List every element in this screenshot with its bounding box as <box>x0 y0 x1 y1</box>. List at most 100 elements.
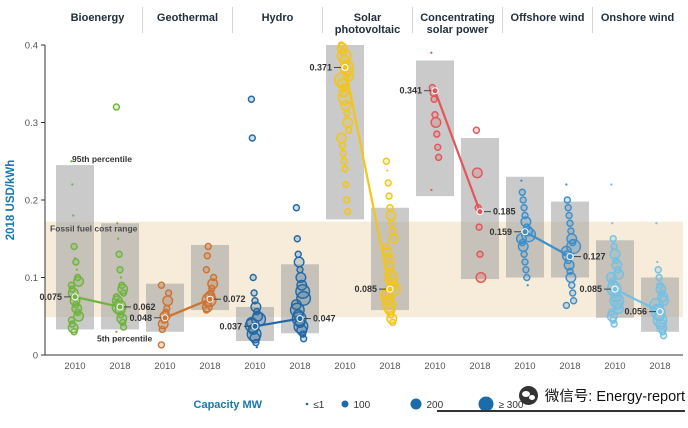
watermark: 微信号: Energy-report <box>437 382 685 412</box>
data-point <box>389 318 397 327</box>
data-point <box>72 214 75 217</box>
data-point <box>565 272 577 284</box>
data-point <box>523 273 531 282</box>
data-point <box>344 126 353 134</box>
data-point <box>292 204 301 212</box>
x-tick-label: 2010 <box>154 361 175 372</box>
legend-item-label: 100 <box>354 400 371 411</box>
data-point <box>388 233 400 245</box>
data-point <box>247 95 256 103</box>
data-point <box>656 260 659 264</box>
data-point <box>430 51 433 54</box>
average-point <box>566 253 574 261</box>
data-point <box>520 179 523 182</box>
data-point <box>520 204 528 212</box>
data-point <box>343 109 351 117</box>
legend-bubble <box>410 398 422 410</box>
y-tick-label: 0.4 <box>25 41 38 52</box>
average-point <box>296 315 304 323</box>
data-point <box>430 95 438 103</box>
data-point <box>475 272 487 284</box>
data-point <box>119 276 122 279</box>
legend-item-label: ≥ 300 <box>499 400 524 411</box>
y-tick-label: 0 <box>33 351 38 362</box>
group-header: photovoltaic <box>335 24 400 36</box>
value-label: 0.371 <box>309 62 332 72</box>
data-point <box>112 103 121 111</box>
trend-line <box>433 90 482 213</box>
data-point <box>341 165 349 173</box>
average-point <box>521 228 529 236</box>
y-tick-label: 0.1 <box>25 273 38 284</box>
data-point <box>73 275 85 287</box>
x-tick-label: 2018 <box>559 361 580 372</box>
percentile-band <box>551 201 589 278</box>
data-point <box>338 142 346 150</box>
x-tick-label: 2018 <box>109 361 130 372</box>
y-axis-title: 2018 USD/kWh <box>5 160 17 241</box>
trend-line <box>74 295 121 309</box>
data-point <box>610 320 618 328</box>
data-point <box>157 281 166 289</box>
x-tick-label: 2010 <box>514 361 535 372</box>
data-point <box>520 250 528 258</box>
legend-item-label: 200 <box>427 400 444 411</box>
average-point <box>431 87 439 95</box>
average-point <box>611 285 619 293</box>
data-point <box>565 183 568 186</box>
data-point <box>434 143 442 152</box>
percentile-band <box>416 60 454 197</box>
data-point <box>434 153 443 162</box>
legend-title: Capacity MW <box>194 399 263 411</box>
data-point <box>610 242 618 251</box>
data-point <box>73 310 85 322</box>
average-point <box>386 285 394 293</box>
legend-bubble <box>478 396 494 412</box>
value-label: 0.037 <box>219 321 242 331</box>
data-point <box>609 235 617 243</box>
average-point <box>161 314 169 322</box>
data-point <box>248 134 257 142</box>
data-point <box>517 240 529 252</box>
data-point <box>566 219 574 227</box>
value-label: 0.048 <box>129 313 152 323</box>
data-point <box>475 223 483 231</box>
data-point <box>569 289 577 297</box>
value-label: 0.127 <box>583 252 606 262</box>
data-point <box>296 266 304 274</box>
data-point <box>75 268 78 271</box>
x-tick-label: 2018 <box>199 361 220 372</box>
data-point <box>209 273 218 282</box>
data-point <box>255 346 258 349</box>
trend-line <box>524 230 571 258</box>
average-point <box>71 293 79 301</box>
data-point <box>202 266 211 274</box>
data-point <box>567 227 575 235</box>
x-tick-label: 2018 <box>469 361 490 372</box>
trend-line <box>343 67 392 290</box>
group-header: Solar <box>354 12 382 24</box>
wechat-icon <box>518 385 538 405</box>
legend-bubble <box>305 402 309 406</box>
trend-line <box>164 298 211 319</box>
data-point <box>385 209 397 221</box>
data-point <box>335 132 347 144</box>
data-point <box>344 207 352 216</box>
data-point <box>382 157 391 165</box>
data-point <box>293 256 305 268</box>
data-point <box>119 323 128 331</box>
data-point <box>119 289 128 297</box>
group-header: Concentrating <box>420 12 495 24</box>
data-point <box>70 160 73 163</box>
data-point <box>293 235 301 243</box>
data-point <box>384 179 392 187</box>
data-point <box>472 126 481 134</box>
data-point <box>388 219 396 227</box>
data-point <box>433 130 441 138</box>
data-point <box>115 330 118 333</box>
data-point <box>70 242 78 251</box>
data-point <box>343 196 351 204</box>
data-point <box>655 273 663 282</box>
average-point <box>341 63 349 71</box>
data-point <box>565 211 573 220</box>
